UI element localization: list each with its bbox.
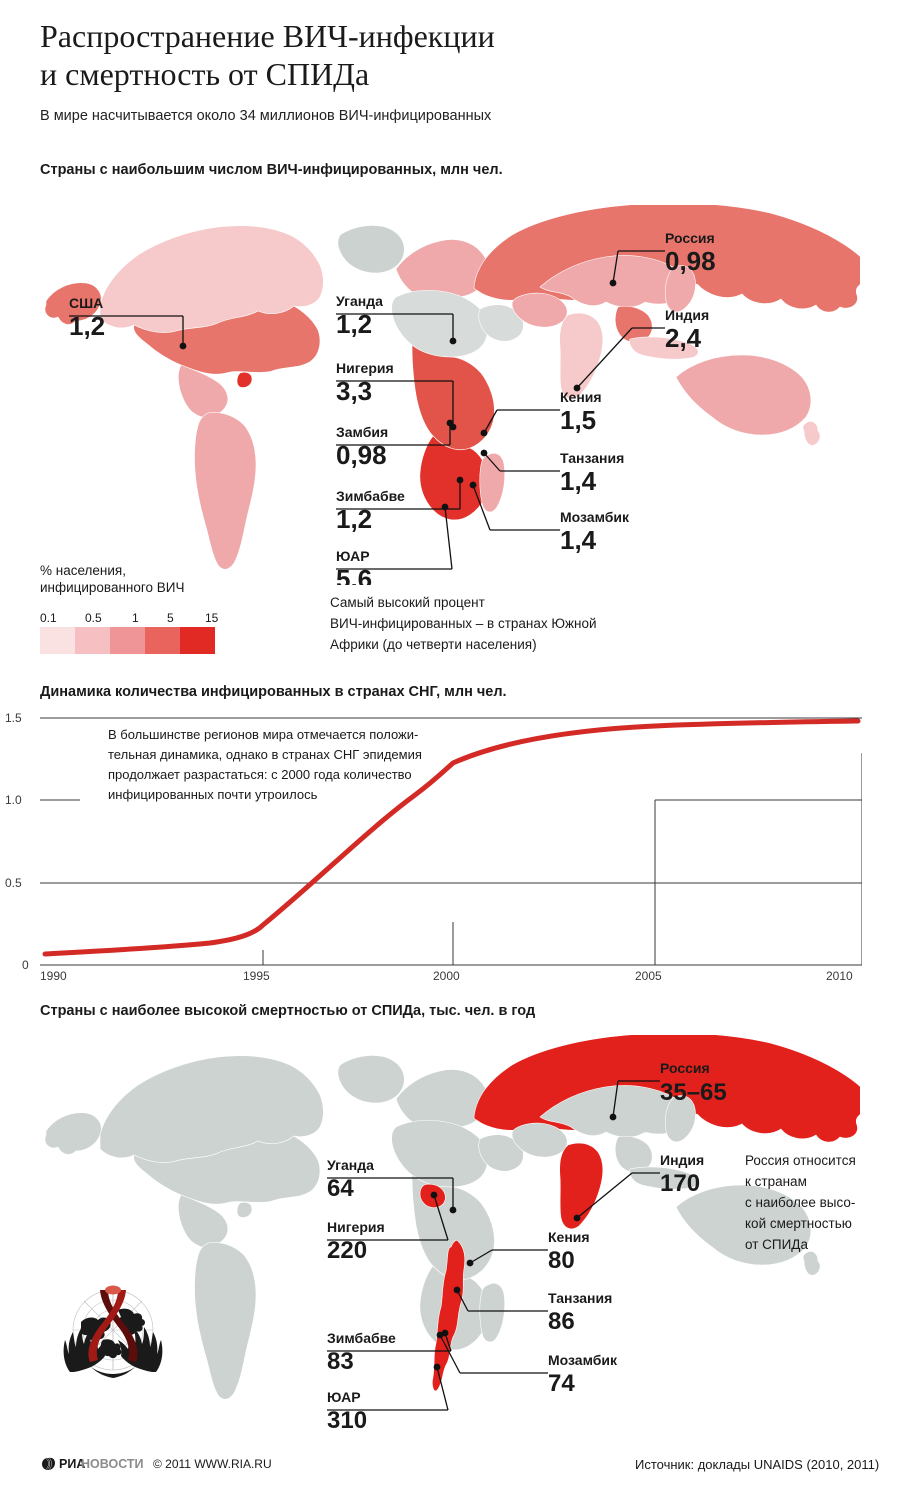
svg-text:ЮАР: ЮАР: [336, 548, 370, 564]
svg-text:1990: 1990: [40, 969, 67, 980]
svg-text:Россия: Россия: [660, 1060, 710, 1076]
svg-text:80: 80: [548, 1247, 575, 1274]
svg-text:© 2011 WWW.RIA.RU: © 2011 WWW.RIA.RU: [153, 1457, 272, 1471]
svg-text:0.5: 0.5: [5, 876, 22, 890]
svg-text:Мозамбик: Мозамбик: [548, 1352, 618, 1368]
svg-text:Зимбабве: Зимбабве: [327, 1330, 396, 1346]
svg-text:НОВОСТИ: НОВОСТИ: [81, 1457, 144, 1471]
svg-text:Индия: Индия: [660, 1152, 704, 1168]
svg-text:2000: 2000: [433, 969, 460, 980]
svg-text:86: 86: [548, 1308, 575, 1335]
svg-text:США: США: [69, 295, 103, 311]
svg-text:170: 170: [660, 1170, 700, 1197]
svg-text:Россия: Россия: [665, 230, 715, 246]
svg-text:1,4: 1,4: [560, 525, 597, 555]
svg-text:Замбия: Замбия: [336, 424, 388, 440]
svg-text:1,2: 1,2: [336, 309, 372, 339]
svg-text:2005: 2005: [635, 969, 662, 980]
svg-text:1,4: 1,4: [560, 466, 597, 496]
svg-text:74: 74: [548, 1370, 575, 1397]
svg-text:Индия: Индия: [665, 307, 709, 323]
svg-text:1995: 1995: [243, 969, 270, 980]
svg-text:ЮАР: ЮАР: [327, 1389, 361, 1405]
svg-text:3,3: 3,3: [336, 376, 372, 406]
svg-text:1.5: 1.5: [5, 711, 22, 725]
svg-text:Зимбабве: Зимбабве: [336, 488, 405, 504]
svg-text:Кения: Кения: [560, 389, 602, 405]
svg-text:Танзания: Танзания: [560, 450, 624, 466]
svg-text:1,5: 1,5: [560, 405, 596, 435]
svg-text:0,98: 0,98: [665, 246, 716, 276]
svg-text:Уганда: Уганда: [336, 293, 383, 309]
svg-text:Мозамбик: Мозамбик: [560, 509, 630, 525]
svg-text:Танзания: Танзания: [548, 1290, 612, 1306]
svg-text:64: 64: [327, 1175, 354, 1202]
svg-text:0: 0: [22, 958, 29, 972]
svg-text:35–65: 35–65: [660, 1079, 727, 1106]
svg-text:1.0: 1.0: [5, 793, 22, 807]
svg-text:2010: 2010: [826, 969, 853, 980]
svg-text:2,4: 2,4: [665, 323, 702, 353]
svg-text:1,2: 1,2: [336, 504, 372, 534]
svg-text:5,6: 5,6: [336, 564, 372, 585]
svg-text:0,98: 0,98: [336, 440, 387, 470]
svg-text:Нигерия: Нигерия: [327, 1219, 385, 1235]
svg-text:1,2: 1,2: [69, 311, 105, 341]
svg-text:310: 310: [327, 1407, 367, 1434]
svg-text:83: 83: [327, 1348, 354, 1375]
svg-text:220: 220: [327, 1237, 367, 1264]
svg-text:Нигерия: Нигерия: [336, 360, 394, 376]
svg-text:Уганда: Уганда: [327, 1157, 374, 1173]
svg-text:Кения: Кения: [548, 1229, 590, 1245]
